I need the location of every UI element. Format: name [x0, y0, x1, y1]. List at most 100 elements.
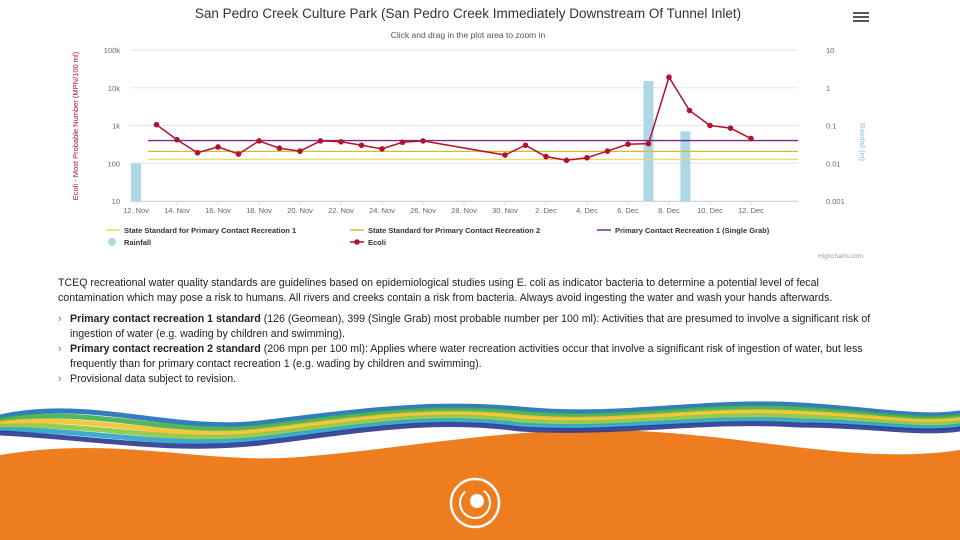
ecoli-point — [379, 146, 385, 152]
ecoli-point — [399, 139, 406, 146]
standard-description: (126 (Geomean), 399 (Single Grab) most p… — [70, 313, 871, 340]
legend-item[interactable]: State Standard for Primary Contact Recre… — [106, 226, 296, 235]
standard-name: Primary contact recreation 2 standard — [70, 343, 261, 355]
y-right-tick-label: 0.001 — [826, 197, 845, 206]
logo-ring — [449, 477, 501, 529]
y-left-tick-label: 10k — [108, 84, 120, 93]
description: TCEQ recreational water quality standard… — [58, 276, 878, 387]
logo-core — [470, 494, 484, 508]
x-tick-label: 24. Nov — [369, 206, 395, 215]
orange-band — [0, 429, 960, 540]
ecoli-point — [686, 107, 693, 114]
credits-link[interactable]: Highcharts.com — [818, 253, 864, 260]
legend-symbol — [354, 239, 360, 245]
legend-label: State Standard for Primary Contact Recre… — [124, 226, 296, 235]
ecoli-point — [256, 138, 262, 144]
y-right-tick-label: 0.01 — [826, 159, 841, 168]
legend-label: Rainfall — [124, 238, 151, 247]
ecoli-series — [153, 74, 754, 164]
y-right-tick-label: 10 — [826, 46, 834, 55]
standards-list: Primary contact recreation 1 standard (1… — [58, 312, 878, 387]
ecoli-point — [625, 141, 631, 147]
description-intro: TCEQ recreational water quality standard… — [58, 277, 833, 304]
ecoli-point — [358, 142, 365, 149]
x-tick-label: 8. Dec — [658, 206, 680, 215]
legend-item[interactable]: Ecoli — [350, 238, 386, 247]
legend-label: Ecoli — [368, 238, 386, 247]
ecoli-point — [276, 145, 283, 152]
hamburger-icon[interactable] — [853, 10, 869, 24]
x-tick-label: 18. Nov — [246, 206, 272, 215]
legend-label: Primary Contact Recreation 1 (Single Gra… — [615, 226, 770, 235]
ecoli-point — [604, 148, 611, 154]
decorative-wave-footer — [0, 401, 960, 540]
ecoli-point — [584, 154, 590, 161]
standard-description: Provisional data subject to revision. — [70, 373, 237, 385]
y-right-tick-label: 1 — [826, 84, 830, 93]
ecoli-point — [215, 144, 221, 150]
rainfall-bar — [680, 131, 691, 201]
ecoli-point — [666, 74, 672, 81]
ecoli-point — [727, 125, 734, 131]
standards-list-item: Primary contact recreation 2 standard (2… — [58, 342, 878, 372]
legend[interactable]: State Standard for Primary Contact Recre… — [106, 226, 770, 247]
ecoli-line — [156, 75, 752, 162]
wave-stroke — [0, 417, 960, 445]
x-tick-label: 12. Nov — [123, 206, 149, 215]
ecoli-point — [317, 138, 324, 144]
standards-list-item: Provisional data subject to revision. — [58, 372, 878, 387]
x-tick-label: 26. Nov — [410, 206, 436, 215]
x-tick-label: 14. Nov — [164, 206, 190, 215]
x-tick-label: 6. Dec — [617, 206, 639, 215]
y-left-tick-label: 1k — [112, 122, 120, 131]
rainfall-bar — [131, 163, 141, 201]
wave-stroke — [0, 405, 960, 432]
legend-symbol — [108, 238, 116, 246]
ecoli-point — [153, 121, 160, 128]
wave-stroke — [0, 401, 960, 428]
legend-item[interactable]: State Standard for Primary Contact Recre… — [350, 226, 540, 235]
x-tick-label: 20. Nov — [287, 206, 313, 215]
ecoli-point — [194, 149, 201, 156]
grid — [130, 49, 798, 202]
ecoli-point — [543, 153, 549, 160]
x-tick-label: 30. Nov — [492, 206, 518, 215]
standard-description: (206 mpn per 100 ml): Applies where wate… — [70, 343, 863, 370]
y-axis-left-label: Ecoli - Most Probable Number (MPN/100 ml… — [71, 51, 80, 200]
x-tick-label: 4. Dec — [576, 206, 598, 215]
wave-stroke — [0, 413, 960, 440]
chart-title: San Pedro Creek Culture Park (San Pedro … — [194, 6, 742, 21]
ecoli-point — [563, 157, 570, 164]
ecoli-point — [338, 139, 344, 145]
ecoli-point — [235, 151, 242, 157]
legend-item[interactable]: Primary Contact Recreation 1 (Single Gra… — [597, 226, 770, 235]
legend-item[interactable]: Rainfall — [108, 238, 151, 247]
wave-stroke — [0, 409, 960, 436]
y-axis-right-label: Rainfall (in) — [858, 123, 867, 161]
ecoli-point — [297, 148, 303, 154]
x-tick-label: 10. Dec — [697, 206, 723, 215]
x-tick-label: 16. Nov — [205, 206, 231, 215]
ecoli-point — [707, 122, 713, 129]
ecoli-point — [502, 152, 508, 158]
y-left-tick-label: 10 — [112, 197, 120, 206]
logo-ring — [459, 487, 491, 519]
x-tick-label: 28. Nov — [451, 206, 477, 215]
ecoli-point — [420, 138, 426, 144]
chart-subtitle: Click and drag in the plot area to zoom … — [390, 30, 546, 40]
ecoli-point — [748, 135, 754, 142]
legend-label: State Standard for Primary Contact Recre… — [368, 226, 540, 235]
y-left-tick-label: 100 — [107, 159, 120, 168]
ecoli-point — [174, 136, 180, 143]
y-left-tick-label: 100k — [104, 46, 121, 55]
x-tick-label: 12. Dec — [738, 206, 764, 215]
x-tick-label: 22. Nov — [328, 206, 354, 215]
spiral-sun-logo-icon — [449, 477, 501, 529]
standard-name: Primary contact recreation 1 standard — [70, 313, 261, 325]
ecoli-point — [522, 142, 529, 149]
x-tick-label: 2. Dec — [535, 206, 557, 215]
y-right-tick-label: 0.1 — [826, 122, 836, 131]
standards-list-item: Primary contact recreation 1 standard (1… — [58, 312, 878, 342]
